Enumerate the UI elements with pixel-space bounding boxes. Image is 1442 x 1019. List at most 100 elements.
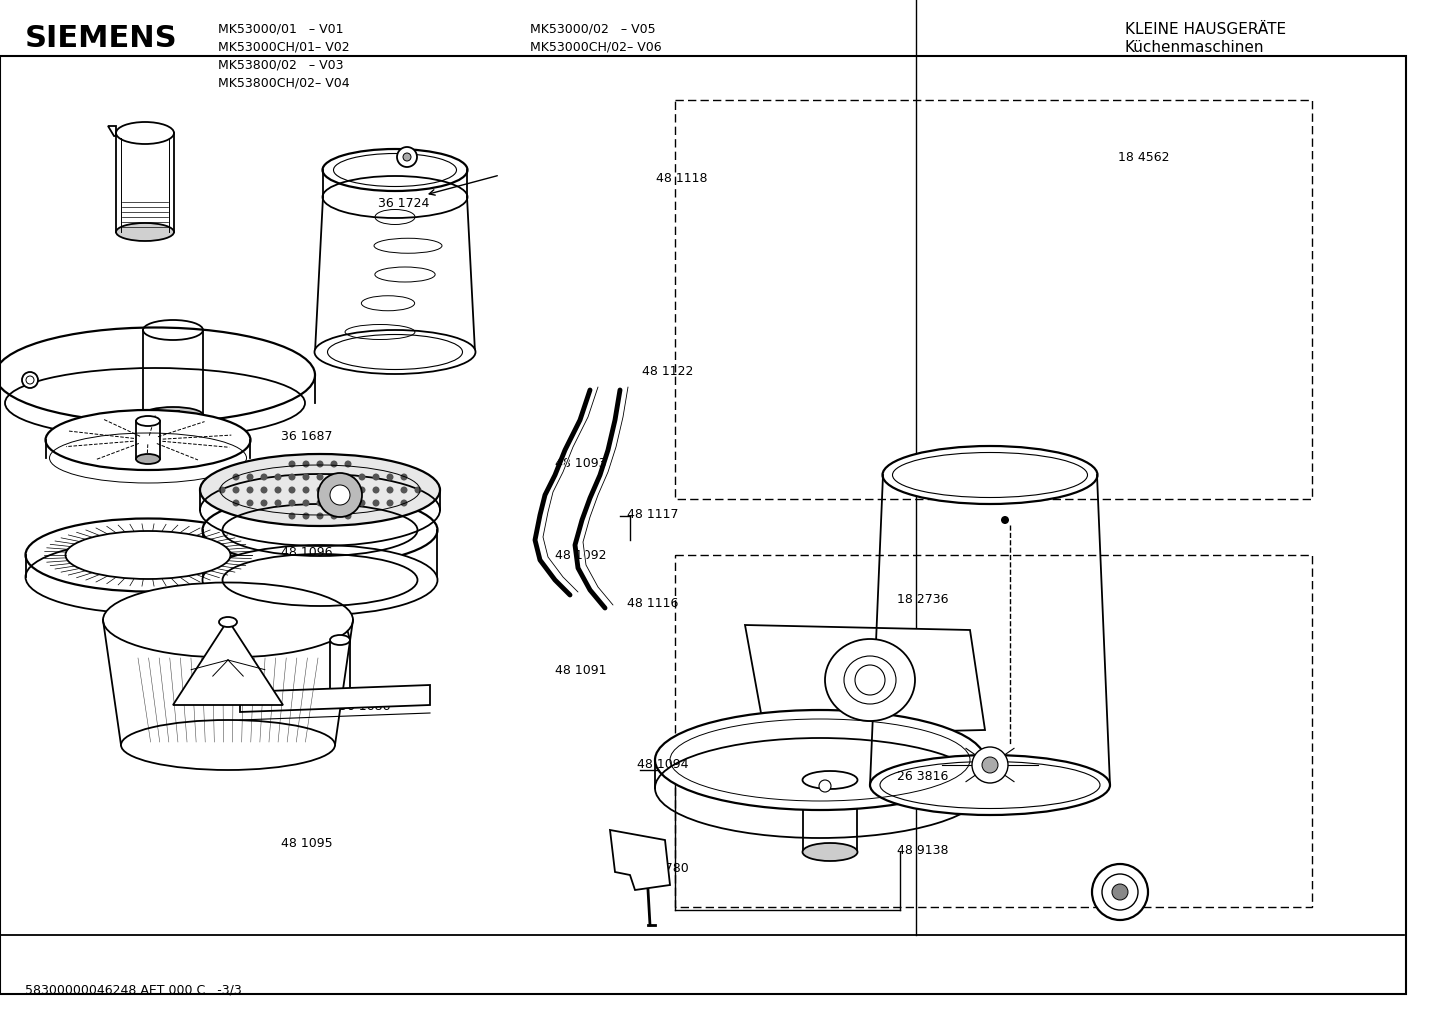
Ellipse shape bbox=[825, 639, 916, 721]
Text: MK53000/01   – V01: MK53000/01 – V01 bbox=[218, 22, 343, 35]
Ellipse shape bbox=[102, 583, 353, 657]
Polygon shape bbox=[746, 625, 985, 735]
Text: 48 9138: 48 9138 bbox=[897, 845, 949, 857]
Circle shape bbox=[402, 153, 411, 161]
Ellipse shape bbox=[121, 720, 335, 770]
Circle shape bbox=[330, 499, 337, 506]
Bar bbox=[675, 555, 1312, 907]
Text: 36 1686: 36 1686 bbox=[339, 700, 391, 712]
Ellipse shape bbox=[883, 446, 1097, 504]
Circle shape bbox=[386, 486, 394, 493]
Text: MK53000CH/02– V06: MK53000CH/02– V06 bbox=[531, 40, 662, 53]
Text: 18 4562: 18 4562 bbox=[1118, 152, 1169, 164]
Circle shape bbox=[1001, 516, 1009, 524]
Circle shape bbox=[330, 485, 350, 505]
Ellipse shape bbox=[803, 843, 858, 861]
Ellipse shape bbox=[219, 616, 236, 627]
Circle shape bbox=[247, 474, 254, 481]
Text: 18 2780: 18 2780 bbox=[637, 862, 689, 874]
Ellipse shape bbox=[655, 710, 985, 810]
Circle shape bbox=[345, 461, 352, 468]
Ellipse shape bbox=[202, 545, 437, 615]
Circle shape bbox=[261, 474, 268, 481]
Circle shape bbox=[288, 474, 296, 481]
Circle shape bbox=[1112, 884, 1128, 900]
Circle shape bbox=[401, 499, 408, 506]
Circle shape bbox=[345, 486, 352, 493]
Circle shape bbox=[414, 486, 421, 493]
Text: 18 2736: 18 2736 bbox=[897, 593, 949, 605]
Circle shape bbox=[247, 486, 254, 493]
Circle shape bbox=[982, 757, 998, 773]
Ellipse shape bbox=[65, 531, 231, 579]
Circle shape bbox=[219, 486, 225, 493]
Circle shape bbox=[274, 499, 281, 506]
Circle shape bbox=[288, 486, 296, 493]
Circle shape bbox=[22, 372, 37, 388]
Circle shape bbox=[359, 474, 365, 481]
Circle shape bbox=[972, 747, 1008, 783]
Text: 48 1122: 48 1122 bbox=[642, 366, 694, 378]
Circle shape bbox=[1092, 864, 1148, 920]
Circle shape bbox=[372, 474, 379, 481]
Text: 48 1117: 48 1117 bbox=[627, 508, 679, 521]
Text: 48 1118: 48 1118 bbox=[656, 172, 708, 184]
Text: Küchenmaschinen: Küchenmaschinen bbox=[1125, 40, 1265, 55]
Circle shape bbox=[345, 513, 352, 520]
Circle shape bbox=[261, 499, 268, 506]
Circle shape bbox=[372, 486, 379, 493]
Circle shape bbox=[819, 780, 831, 792]
Circle shape bbox=[330, 474, 337, 481]
Text: MK53800/02   – V03: MK53800/02 – V03 bbox=[218, 58, 343, 71]
Ellipse shape bbox=[136, 454, 160, 464]
Polygon shape bbox=[239, 685, 430, 712]
Circle shape bbox=[319, 473, 362, 517]
Polygon shape bbox=[173, 620, 283, 705]
Circle shape bbox=[232, 474, 239, 481]
Circle shape bbox=[288, 461, 296, 468]
Ellipse shape bbox=[143, 407, 203, 423]
Text: 48 1091: 48 1091 bbox=[555, 664, 607, 677]
Text: 48 1092: 48 1092 bbox=[555, 549, 607, 561]
Circle shape bbox=[303, 474, 310, 481]
Circle shape bbox=[397, 147, 417, 167]
Circle shape bbox=[261, 486, 268, 493]
Text: 36 1687: 36 1687 bbox=[281, 430, 333, 442]
Circle shape bbox=[247, 499, 254, 506]
Ellipse shape bbox=[870, 755, 1110, 815]
Circle shape bbox=[316, 513, 323, 520]
Circle shape bbox=[386, 474, 394, 481]
Text: 48 1096: 48 1096 bbox=[281, 546, 333, 558]
Circle shape bbox=[316, 499, 323, 506]
Text: 48 1094: 48 1094 bbox=[637, 758, 689, 770]
Ellipse shape bbox=[330, 635, 350, 645]
Text: MK53800CH/02– V04: MK53800CH/02– V04 bbox=[218, 76, 349, 89]
Ellipse shape bbox=[46, 410, 251, 470]
Text: MK53000CH/01– V02: MK53000CH/01– V02 bbox=[218, 40, 349, 53]
Circle shape bbox=[330, 461, 337, 468]
Circle shape bbox=[330, 486, 337, 493]
Text: MK53000/02   – V05: MK53000/02 – V05 bbox=[531, 22, 656, 35]
Text: 58300000046248 AET 000 C   -3/3: 58300000046248 AET 000 C -3/3 bbox=[25, 983, 242, 997]
Circle shape bbox=[274, 474, 281, 481]
Text: 26 3816: 26 3816 bbox=[897, 770, 949, 783]
Ellipse shape bbox=[26, 519, 271, 591]
Ellipse shape bbox=[803, 771, 858, 789]
Text: 48 1093: 48 1093 bbox=[555, 458, 607, 470]
Circle shape bbox=[303, 486, 310, 493]
Circle shape bbox=[274, 486, 281, 493]
Circle shape bbox=[232, 499, 239, 506]
Circle shape bbox=[288, 513, 296, 520]
Polygon shape bbox=[610, 830, 671, 890]
Circle shape bbox=[303, 461, 310, 468]
Text: KLEINE HAUSGERÄTE: KLEINE HAUSGERÄTE bbox=[1125, 22, 1286, 37]
Circle shape bbox=[359, 499, 365, 506]
Ellipse shape bbox=[136, 416, 160, 426]
Circle shape bbox=[345, 499, 352, 506]
Circle shape bbox=[330, 513, 337, 520]
Circle shape bbox=[316, 486, 323, 493]
Ellipse shape bbox=[323, 149, 467, 191]
Text: 48 1116: 48 1116 bbox=[627, 597, 679, 609]
Circle shape bbox=[401, 474, 408, 481]
Text: SIEMENS: SIEMENS bbox=[25, 23, 177, 53]
